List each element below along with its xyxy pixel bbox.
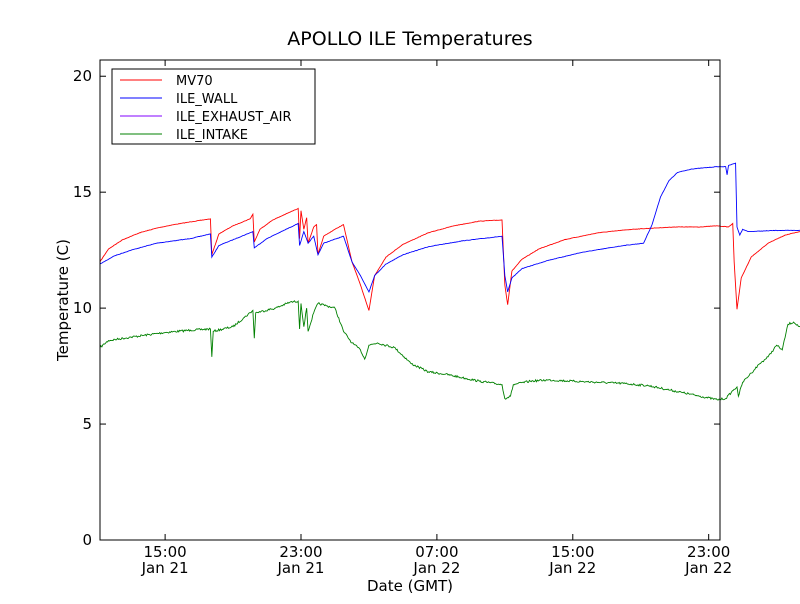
x-tick-label-time: 07:00 [415,543,458,561]
chart-title: APOLLO ILE Temperatures [287,28,532,50]
y-axis: 0 5 10 15 20 [73,67,720,549]
series-line-ile-intake [99,300,800,401]
series-line-mv70 [99,207,800,311]
x-tick-label-time: 15:00 [143,543,186,561]
legend-box [111,68,316,145]
y-tick-label: 5 [82,415,92,433]
legend-items: MV70 ILE_WALL ILE_EXHAUST_AIR ILE_INTAKE [120,74,292,143]
series-layer [99,162,800,401]
y-tick-label: 15 [73,183,92,201]
legend: MV70 ILE_WALL ILE_EXHAUST_AIR ILE_INTAKE [111,68,316,145]
y-tick-label: 0 [82,531,92,549]
legend-label-ile-exhaust-air: ILE_EXHAUST_AIR [176,110,292,125]
y-tick-label: 20 [73,67,92,85]
x-tick-label-time: 23:00 [279,543,322,561]
y-axis-label: Temperature (C) [54,239,72,362]
x-tick-label-time: 23:00 [687,543,730,561]
legend-label-ile-intake: ILE_INTAKE [176,128,248,143]
legend-label-ile-wall: ILE_WALL [176,92,238,107]
x-tick-label-date: Jan 22 [412,559,460,577]
series-line-ile-wall [99,162,800,293]
x-tick-label-date: Jan 21 [141,559,189,577]
legend-label-mv70: MV70 [176,74,213,89]
x-tick-label-date: Jan 22 [548,559,596,577]
plot-frame [99,59,721,541]
x-tick-label-date: Jan 21 [277,559,325,577]
x-tick-label-date: Jan 22 [684,559,732,577]
x-tick-label-time: 15:00 [551,543,594,561]
y-tick-label: 10 [73,299,92,317]
x-axis-label: Date (GMT) [367,577,453,595]
